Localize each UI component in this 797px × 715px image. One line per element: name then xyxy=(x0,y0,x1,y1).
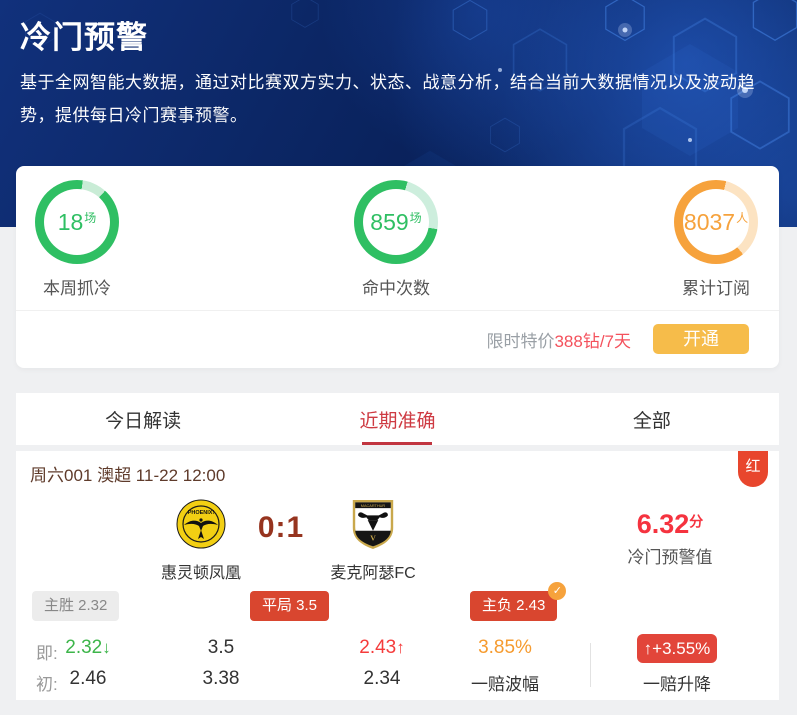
odds-volatility-label: 一赔波幅 xyxy=(471,675,539,694)
odds-change-badge: ↑+3.55% xyxy=(637,634,717,663)
stat-unit: 场 xyxy=(84,210,97,225)
live-home-value: 2.32 xyxy=(65,637,103,658)
initial-draw-odds: 3.38 xyxy=(202,668,240,689)
svg-text:MACARTHUR: MACARTHUR xyxy=(361,504,386,508)
active-tab-underline xyxy=(362,442,433,445)
hot-ribbon-badge: 红 xyxy=(738,451,768,487)
subscription-row: 限时特价 388钻/7天 开通 xyxy=(16,314,779,364)
price-prefix-text: 限时特价 xyxy=(486,331,555,351)
stat-value: 18 xyxy=(57,208,84,235)
tab-bar: 今日解读 近期准确 全部 xyxy=(16,393,779,445)
page-title: 冷门预警 xyxy=(20,20,148,55)
odds-away-win-badge: 主负 2.43 ✓ xyxy=(470,582,567,621)
stat-hit-count: 859 场 命中次数 xyxy=(335,180,457,299)
match-card[interactable]: 周六001 澳超 11-22 12:00 红 PHOENIX! 惠灵顿凤凰 0:… xyxy=(16,451,779,700)
live-odds-row-label: 即: xyxy=(36,644,58,663)
live-away-value: 2.43 xyxy=(359,637,397,658)
warning-label: 冷门预警值 xyxy=(627,548,713,567)
away-team-logo: MACARTHUR V xyxy=(352,499,394,549)
home-team-logo: PHOENIX! xyxy=(176,499,226,549)
stat-weekly-upsets: 18 场 本周抓冷 xyxy=(16,180,138,299)
hero-banner: 冷门预警 基于全网智能大数据，通过对比赛双方实力、状态、战意分析，结合当前大数据… xyxy=(0,0,797,227)
price-text: 388钻/7天 xyxy=(554,331,631,351)
initial-away-odds: 2.34 xyxy=(363,668,401,689)
stats-card: 18 场 本周抓冷 859 场 命中次数 8037 人 累计 xyxy=(16,166,779,368)
warning-unit: 分 xyxy=(689,513,704,530)
away-team: MACARTHUR V 麦克阿瑟FC xyxy=(306,499,440,583)
home-team-name: 惠灵顿凤凰 xyxy=(160,565,241,582)
stat-unit: 人 xyxy=(736,210,749,225)
stat-ring-subscribers: 8037 人 xyxy=(674,180,758,264)
initial-odds-row-label: 初: xyxy=(36,675,58,694)
arrow-down-icon: ↓ xyxy=(102,638,111,657)
stat-label: 累计订阅 xyxy=(682,279,750,298)
svg-text:V: V xyxy=(370,533,376,542)
divider xyxy=(16,310,779,311)
stat-label: 命中次数 xyxy=(362,279,430,298)
tab-label: 今日解读 xyxy=(105,410,182,432)
vertical-divider xyxy=(590,643,591,687)
odds-change-label: 一赔升降 xyxy=(643,675,711,694)
arrow-up-icon: ↑ xyxy=(396,638,405,657)
page-description: 基于全网智能大数据，通过对比赛双方实力、状态、战意分析，结合当前大数据情况以及波… xyxy=(20,73,755,126)
odds-home-win-badge: 主胜 2.32 xyxy=(32,591,120,621)
upset-warning-block: 6.32分 冷门预警值 xyxy=(595,509,745,568)
tab-label: 全部 xyxy=(632,410,671,432)
away-team-name: 麦克阿瑟FC xyxy=(330,565,416,582)
subscribe-button[interactable]: 开通 xyxy=(653,324,749,354)
match-header: 周六001 澳超 11-22 12:00 xyxy=(30,466,226,485)
stat-value: 8037 xyxy=(683,208,736,235)
live-away-odds: 2.43↑ xyxy=(359,637,404,659)
stat-ring-weekly: 18 场 xyxy=(35,180,119,264)
tab-all[interactable]: 全部 xyxy=(525,393,779,445)
tab-label: 近期准确 xyxy=(359,410,436,432)
odds-draw-badge: 平局 3.5 xyxy=(250,591,330,621)
stat-label: 本周抓冷 xyxy=(43,279,111,298)
tab-today-analysis[interactable]: 今日解读 xyxy=(16,393,270,445)
home-team: PHOENIX! 惠灵顿凤凰 xyxy=(134,499,268,583)
svg-text:PHOENIX!: PHOENIX! xyxy=(188,510,215,516)
odds-away-label: 主负 2.43 xyxy=(482,597,546,614)
match-score: 0:1 xyxy=(257,511,305,544)
check-badge-icon: ✓ xyxy=(548,582,567,600)
tab-recent-accurate[interactable]: 近期准确 xyxy=(270,393,524,445)
live-draw-odds: 3.5 xyxy=(207,637,235,658)
stat-ring-hits: 859 场 xyxy=(354,180,438,264)
warning-value: 6.32 xyxy=(636,509,690,539)
stat-value: 859 xyxy=(370,208,409,235)
stat-subscribers: 8037 人 累计订阅 xyxy=(655,180,777,299)
stat-unit: 场 xyxy=(409,210,422,225)
odds-volatility-value: 3.85% xyxy=(478,637,532,658)
initial-home-odds: 2.46 xyxy=(69,668,107,689)
live-home-odds: 2.32↓ xyxy=(65,637,110,659)
